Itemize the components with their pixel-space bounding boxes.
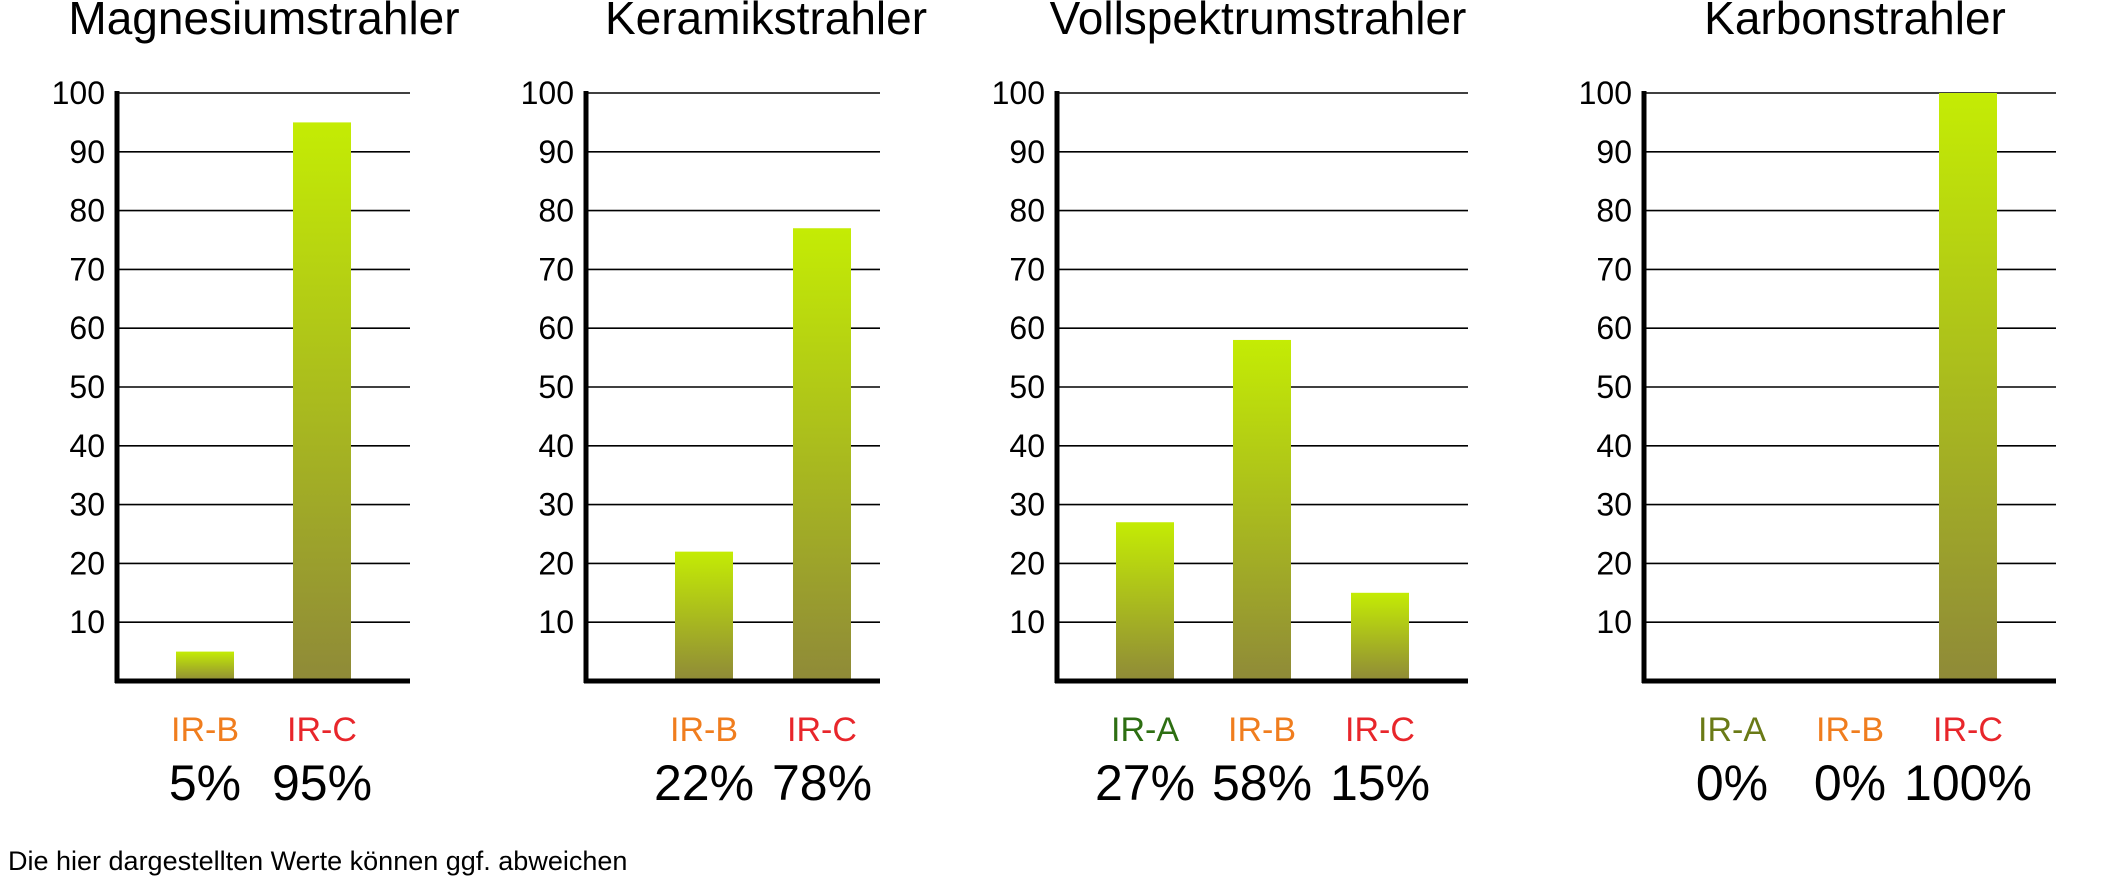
value-label: 78% [772,755,872,811]
chart-panel: Keramikstrahler 10 20 30 40 50 60 70 80 90 100 IR-B… [521,0,927,811]
y-tick-label: 90 [69,134,105,170]
chart-title: Karbonstrahler [1704,0,2006,44]
y-tick-label: 100 [521,75,574,111]
chart-title: Vollspektrumstrahler [1050,0,1467,44]
y-tick-label: 20 [69,545,105,581]
y-tick-label: 60 [538,310,574,346]
y-tick-label: 90 [1596,134,1632,170]
y-tick-label: 30 [1596,487,1632,523]
y-tick-label: 100 [1579,75,1632,111]
category-label: IR-A [1698,711,1766,749]
chart-title: Magnesiumstrahler [68,0,459,44]
y-tick-label: 40 [538,428,574,464]
bar [1116,522,1174,681]
y-tick-label: 50 [69,369,105,405]
y-tick-label: 80 [69,193,105,229]
y-tick-label: 100 [52,75,105,111]
y-tick-label: 10 [1596,604,1632,640]
bar [675,551,733,681]
chart-panel: Karbonstrahler 10 20 30 40 50 60 70 80 90 100 IR-A 0… [1579,0,2056,811]
value-label: 15% [1330,755,1430,811]
value-label: 100% [1904,755,2032,811]
y-tick-label: 80 [1596,193,1632,229]
chart-panel: Magnesiumstrahler 10 20 30 40 50 60 70 80 90 100 IR… [52,0,460,811]
value-label: 5% [169,755,241,811]
y-tick-label: 80 [1009,193,1045,229]
chart-panel: Vollspektrumstrahler 10 20 30 40 50 60 70 80 90 10… [992,0,1468,811]
y-tick-label: 40 [69,428,105,464]
bar [1233,339,1291,681]
category-label: IR-A [1111,711,1179,749]
y-tick-label: 50 [538,369,574,405]
category-label: IR-B [171,711,239,749]
y-tick-label: 20 [1596,545,1632,581]
y-tick-label: 10 [1009,604,1045,640]
y-tick-label: 40 [1009,428,1045,464]
y-tick-label: 70 [1009,251,1045,287]
category-label: IR-C [787,711,857,749]
value-label: 22% [654,755,754,811]
y-tick-label: 40 [1596,428,1632,464]
bar [293,122,351,681]
y-tick-label: 20 [1009,545,1045,581]
category-label: IR-C [1933,711,2003,749]
category-label: IR-C [1345,711,1415,749]
value-label: 0% [1814,755,1886,811]
y-tick-label: 60 [1009,310,1045,346]
y-tick-label: 90 [538,134,574,170]
y-tick-label: 30 [538,487,574,523]
value-label: 58% [1212,755,1312,811]
y-tick-label: 70 [538,251,574,287]
y-tick-label: 70 [1596,251,1632,287]
y-tick-label: 50 [1009,369,1045,405]
category-label: IR-C [287,711,357,749]
y-tick-label: 20 [538,545,574,581]
footnote: Die hier dargestellten Werte können ggf.… [8,846,627,876]
y-tick-label: 10 [69,604,105,640]
category-label: IR-B [670,711,738,749]
y-tick-label: 80 [538,193,574,229]
y-tick-label: 30 [69,487,105,523]
y-tick-label: 60 [1596,310,1632,346]
value-label: 27% [1095,755,1195,811]
bar [176,651,234,681]
value-label: 95% [272,755,372,811]
value-label: 0% [1696,755,1768,811]
y-tick-label: 90 [1009,134,1045,170]
y-tick-label: 70 [69,251,105,287]
y-tick-label: 30 [1009,487,1045,523]
category-label: IR-B [1816,711,1884,749]
y-tick-label: 10 [538,604,574,640]
bar [793,228,851,682]
chart-title: Keramikstrahler [605,0,927,44]
y-tick-label: 100 [992,75,1045,111]
y-tick-label: 50 [1596,369,1632,405]
bar [1939,93,1997,681]
bar [1351,592,1409,681]
category-label: IR-B [1228,711,1296,749]
y-tick-label: 60 [69,310,105,346]
